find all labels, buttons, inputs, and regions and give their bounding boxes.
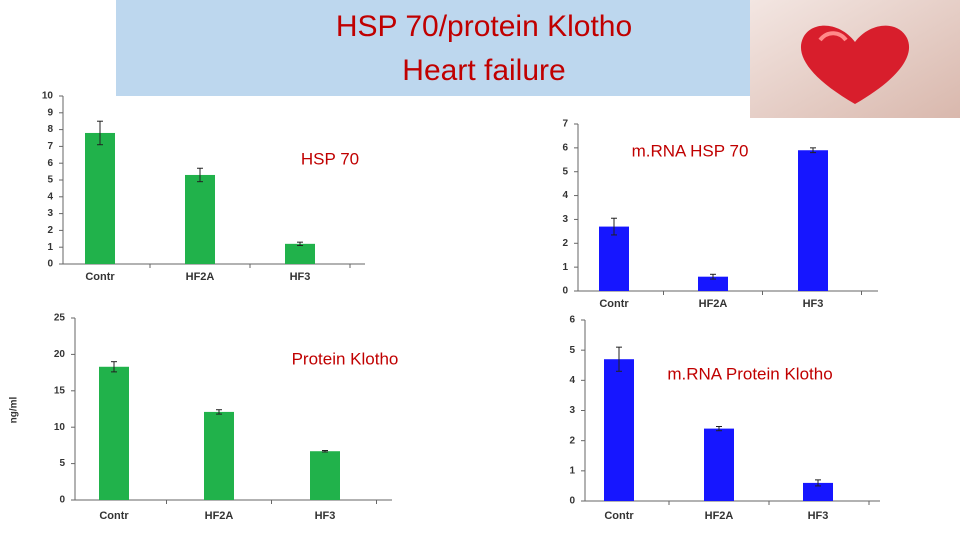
x-tick-label: HF3: [803, 298, 824, 310]
y-tick-label: 6: [569, 315, 575, 326]
y-tick-label: 2: [562, 238, 568, 249]
error-bar: [815, 479, 821, 487]
bar: [704, 428, 734, 501]
y-tick-label: 6: [47, 158, 53, 169]
y-tick-label: 20: [54, 349, 66, 360]
x-tick-label: HF2A: [699, 298, 728, 310]
y-axis-label: ng/ml: [9, 396, 20, 423]
y-tick-label: 5: [47, 175, 53, 186]
chart-title: m.RNA HSP 70: [632, 141, 749, 160]
y-tick-label: 4: [47, 191, 53, 202]
chart-title: m.RNA Protein Klotho: [667, 364, 832, 383]
y-tick-label: 7: [562, 119, 568, 130]
error-bar: [111, 361, 117, 373]
bar: [798, 150, 828, 291]
y-tick-label: 25: [54, 313, 66, 324]
title-band: [116, 0, 750, 96]
y-tick-label: 8: [47, 124, 53, 135]
slide-title-line: HSP 70/protein Klotho: [336, 10, 632, 43]
x-tick-label: HF2A: [186, 271, 215, 283]
bar: [604, 359, 634, 501]
y-tick-label: 0: [47, 259, 53, 270]
y-tick-label: 3: [569, 405, 575, 416]
y-tick-label: 5: [562, 166, 568, 177]
y-tick-label: 15: [54, 385, 66, 396]
x-tick-label: HF2A: [705, 510, 734, 522]
error-bar: [216, 409, 222, 415]
y-tick-label: 1: [562, 262, 568, 273]
slide-title-line: Heart failure: [402, 54, 565, 87]
error-bar: [197, 167, 203, 183]
y-tick-label: 3: [47, 208, 53, 219]
error-bar: [810, 147, 816, 154]
y-tick-label: 2: [569, 435, 575, 446]
x-tick-label: Contr: [85, 271, 115, 283]
y-tick-label: 10: [42, 91, 54, 102]
y-tick-label: 4: [562, 190, 568, 201]
x-tick-label: HF3: [290, 271, 311, 283]
bar: [803, 482, 833, 501]
y-tick-label: 5: [59, 458, 65, 469]
error-bar: [716, 425, 722, 432]
x-tick-label: Contr: [99, 510, 129, 522]
bar: [99, 366, 129, 500]
error-bar: [322, 449, 328, 453]
x-tick-label: Contr: [604, 510, 634, 522]
bar: [285, 243, 315, 264]
error-bar: [611, 217, 617, 236]
x-tick-label: HF3: [808, 510, 829, 522]
y-tick-label: 5: [569, 345, 575, 356]
y-tick-label: 7: [47, 141, 53, 152]
chart-title: Protein Klotho: [292, 349, 399, 368]
error-bar: [297, 241, 303, 247]
bar: [698, 276, 728, 291]
y-tick-label: 10: [54, 422, 66, 433]
y-tick-label: 2: [47, 225, 53, 236]
y-tick-label: 4: [569, 375, 575, 386]
y-tick-label: 6: [562, 142, 568, 153]
heart-photo: [750, 0, 960, 118]
bar: [310, 451, 340, 500]
y-tick-label: 3: [562, 214, 568, 225]
y-tick-label: 0: [59, 495, 65, 506]
x-tick-label: HF3: [315, 510, 336, 522]
y-tick-label: 1: [47, 242, 53, 253]
error-bar: [710, 273, 716, 280]
bar: [204, 411, 234, 500]
bar: [85, 132, 115, 264]
bar: [185, 174, 215, 264]
y-tick-label: 9: [47, 107, 53, 118]
error-bar: [616, 346, 622, 372]
chart-title: HSP 70: [301, 149, 359, 168]
y-tick-label: 1: [569, 465, 575, 476]
y-tick-label: 0: [569, 496, 575, 507]
bar: [599, 226, 629, 291]
x-tick-label: Contr: [599, 298, 629, 310]
x-tick-label: HF2A: [205, 510, 234, 522]
y-tick-label: 0: [562, 286, 568, 297]
error-bar: [97, 120, 103, 146]
